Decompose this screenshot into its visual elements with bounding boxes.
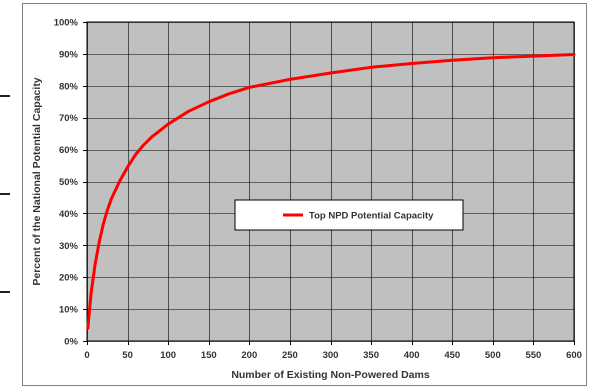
y-tick-label: 50% [59, 177, 79, 188]
x-tick-label: 350 [363, 350, 379, 361]
edge-tick-mark [0, 291, 10, 293]
x-tick-label: 150 [201, 350, 217, 361]
y-tick-label: 60% [59, 145, 79, 156]
left-edge-strip [0, 0, 10, 390]
y-tick-label: 20% [59, 273, 79, 284]
y-tick-label: 30% [59, 241, 79, 252]
edge-tick-mark [0, 193, 10, 195]
x-tick-label: 450 [444, 350, 460, 361]
y-tick-label: 100% [54, 18, 79, 29]
y-tick-label: 0% [64, 337, 78, 348]
edge-tick-mark [0, 95, 10, 97]
legend-box [234, 199, 464, 231]
y-tick-label: 10% [59, 305, 79, 316]
legend-label: Top NPD Potential Capacity [309, 211, 434, 222]
x-tick-label: 400 [404, 350, 420, 361]
y-axis-title: Percent of the National Potential Capaci… [31, 77, 43, 285]
y-tick-label: 40% [59, 209, 79, 220]
plot-area [86, 21, 575, 342]
y-tick-label: 90% [59, 49, 79, 60]
x-tick-label: 600 [566, 350, 582, 361]
x-tick-label: 50 [122, 350, 133, 361]
x-tick-label: 300 [323, 350, 339, 361]
y-tick-label: 70% [59, 113, 79, 124]
x-axis-title: Number of Existing Non-Powered Dams [231, 369, 430, 381]
x-tick-label: 0 [84, 350, 89, 361]
x-tick-label: 200 [241, 350, 257, 361]
series-line [86, 53, 576, 330]
x-tick-label: 550 [525, 350, 541, 361]
x-tick-label: 250 [282, 350, 298, 361]
y-tick-label: 80% [59, 81, 79, 92]
x-tick-label: 500 [485, 350, 501, 361]
x-tick-label: 100 [160, 350, 176, 361]
